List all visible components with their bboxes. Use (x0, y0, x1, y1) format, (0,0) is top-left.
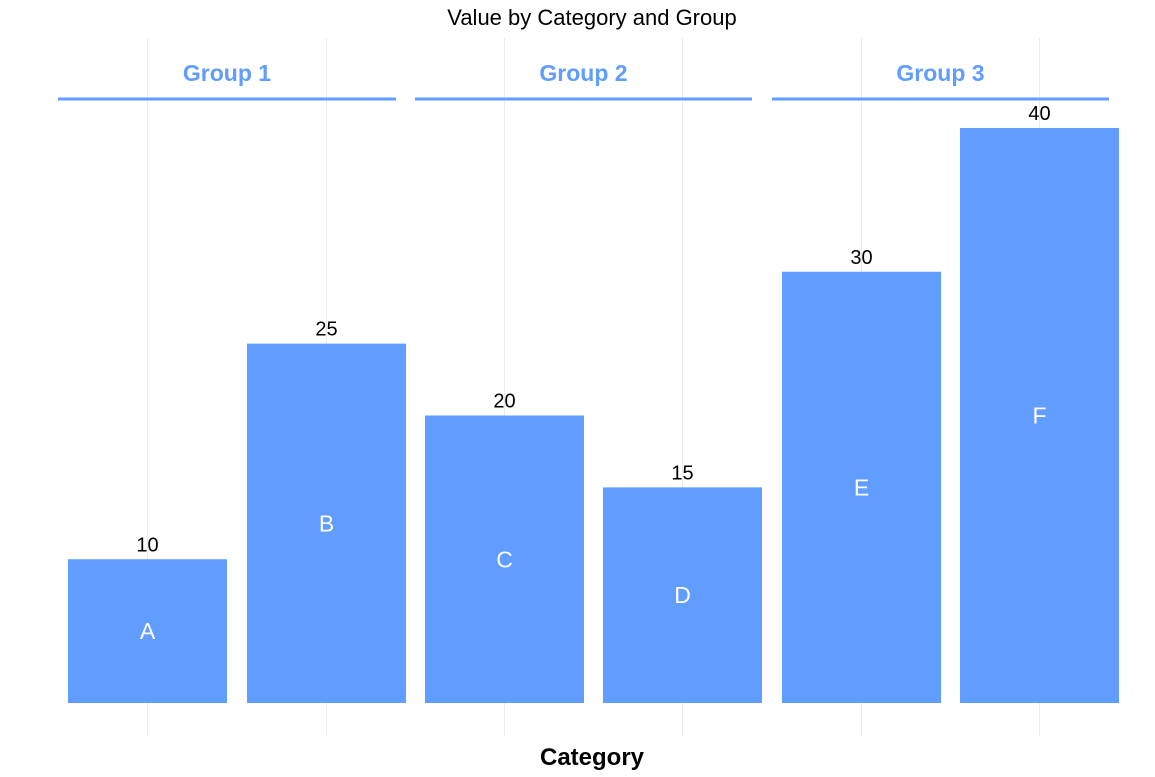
category-label-b: B (319, 510, 334, 536)
value-label-c: 20 (493, 391, 515, 413)
group-3-label: Group 3 (896, 60, 984, 86)
chart-title: Value by Category and Group (447, 5, 736, 30)
value-label-a: 10 (136, 534, 158, 556)
bar-e (782, 271, 941, 703)
category-label-c: C (496, 546, 513, 572)
bar-f (960, 128, 1119, 703)
bar-d (603, 487, 762, 703)
bars (68, 128, 1119, 703)
bar-labels: 10 A 25 B 20 C 15 D 30 E 40 F (136, 103, 1050, 644)
group-1-label: Group 1 (183, 60, 271, 86)
bar-b (247, 343, 406, 703)
bar-a (68, 559, 227, 703)
category-label-d: D (674, 582, 691, 608)
bar-c (425, 415, 584, 703)
category-label-e: E (854, 474, 869, 500)
value-label-d: 15 (671, 462, 693, 484)
x-axis-label: Category (540, 744, 645, 771)
value-label-b: 25 (315, 319, 337, 341)
value-label-f: 40 (1028, 103, 1050, 125)
value-label-e: 30 (850, 247, 872, 269)
category-label-a: A (140, 618, 156, 644)
category-label-f: F (1032, 403, 1046, 429)
group-headers: Group 1 Group 2 Group 3 (58, 60, 1109, 101)
group-2-label: Group 2 (539, 60, 627, 86)
